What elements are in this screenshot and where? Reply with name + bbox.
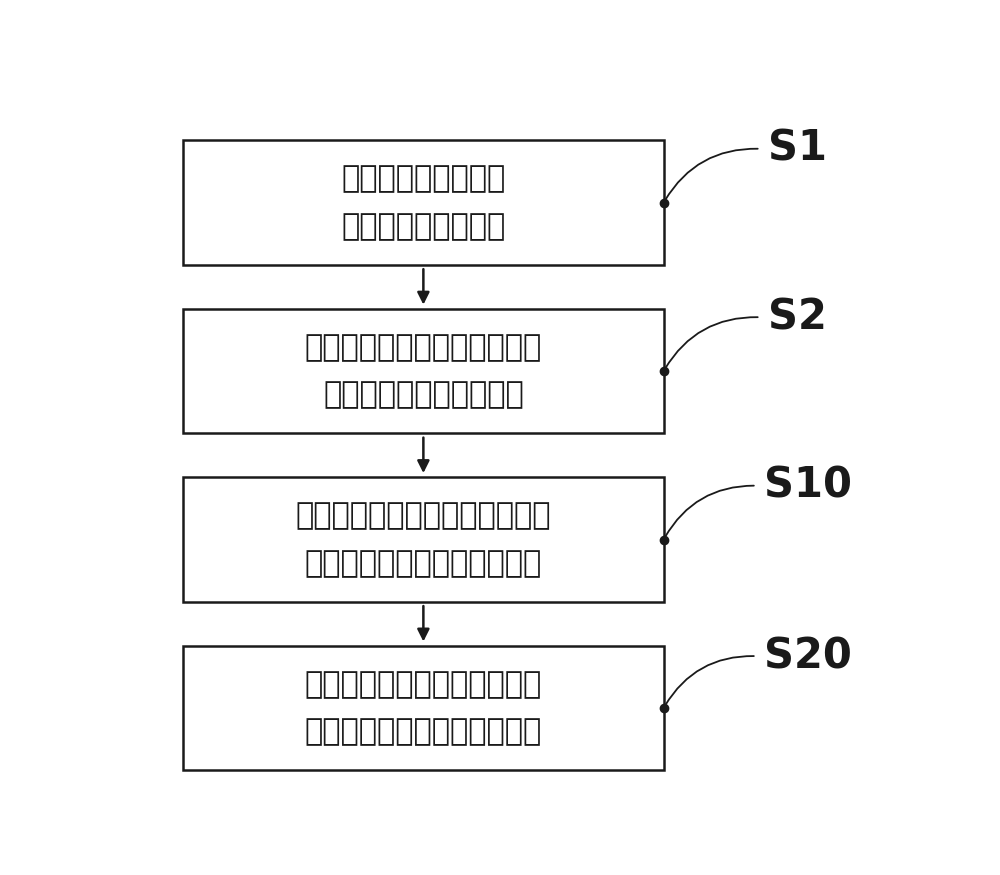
- Text: 将三维数据转化为二维数据，
得到圆弧端齿齿形的各项参数: 将三维数据转化为二维数据， 得到圆弧端齿齿形的各项参数: [305, 669, 542, 746]
- Text: 三坐标测量仪对圆弧端齿进行三
维扫描，得到相应的三维数据: 三坐标测量仪对圆弧端齿进行三 维扫描，得到相应的三维数据: [296, 501, 551, 578]
- Text: 选用与被测圆弧端齿
的大小相适应的测头: 选用与被测圆弧端齿 的大小相适应的测头: [341, 164, 506, 241]
- Bar: [183, 646, 664, 770]
- Text: S1: S1: [768, 128, 827, 170]
- Bar: [183, 309, 664, 433]
- Text: S20: S20: [764, 635, 852, 677]
- Text: S2: S2: [768, 297, 827, 339]
- Text: S10: S10: [764, 465, 852, 507]
- Bar: [183, 477, 664, 602]
- Text: 圆弧端齿放在三坐标测量仪，
确定测量基准及极坐标系: 圆弧端齿放在三坐标测量仪， 确定测量基准及极坐标系: [305, 332, 542, 410]
- Bar: [183, 140, 664, 265]
